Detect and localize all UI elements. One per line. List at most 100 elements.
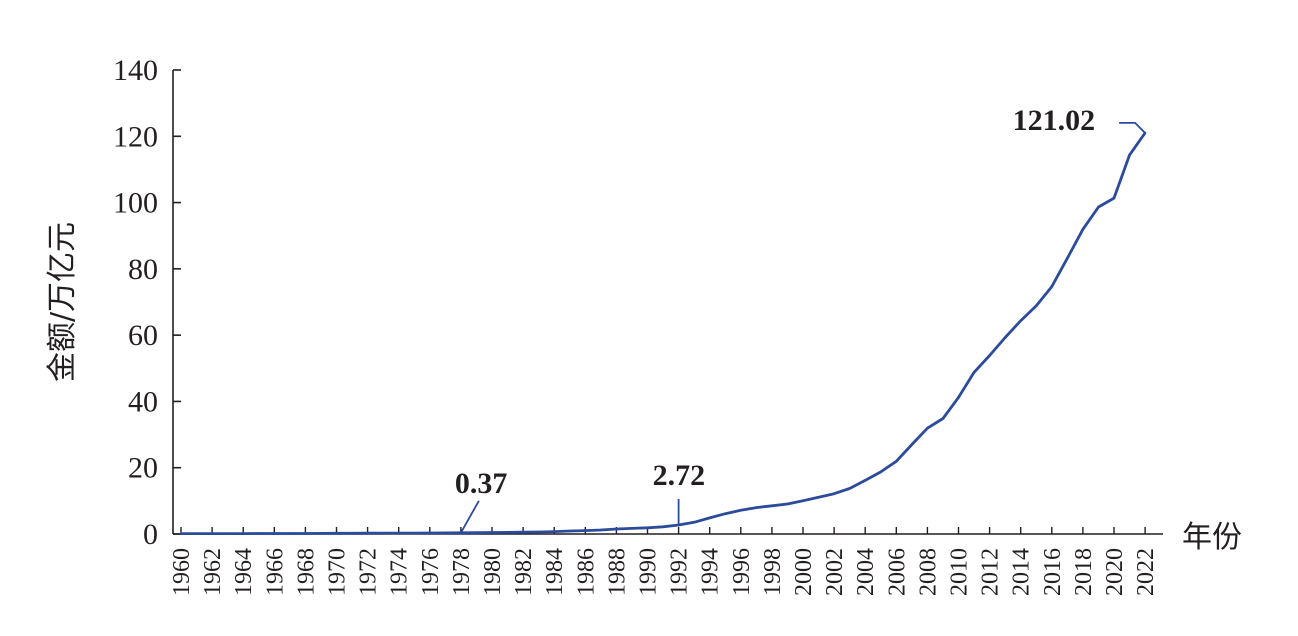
x-tick-label: 1974 (387, 548, 413, 596)
data-point (599, 528, 603, 532)
x-tick-label: 1972 (356, 548, 382, 596)
data-point (832, 492, 836, 495)
x-tick-label: 1996 (729, 548, 755, 596)
x-tick-label: 2018 (1071, 548, 1097, 596)
y-tick-label: 80 (128, 253, 158, 286)
data-point (226, 532, 229, 535)
series-layer (179, 131, 1147, 535)
data-point (1066, 257, 1069, 260)
y-tick-label: 120 (113, 120, 158, 153)
data-point (864, 479, 867, 482)
data-point (786, 502, 789, 506)
x-tick-label: 2006 (884, 548, 910, 596)
data-point (926, 427, 929, 430)
annotation-label: 2.72 (653, 459, 706, 492)
data-point (537, 530, 540, 534)
y-tick-label: 20 (128, 452, 158, 485)
data-point (195, 532, 198, 535)
x-tick-label: 1960 (169, 548, 195, 596)
data-point (444, 531, 447, 535)
data-point (646, 526, 649, 530)
y-tick-label: 140 (113, 54, 158, 87)
x-tick-label: 1964 (231, 548, 257, 596)
x-tick-label: 1986 (573, 548, 599, 596)
x-tick-label: 1976 (418, 548, 444, 596)
data-point (366, 532, 369, 535)
data-point (553, 530, 556, 533)
y-tick-label: 0 (143, 518, 158, 551)
x-tick-label: 2014 (1009, 548, 1035, 596)
data-point (319, 532, 323, 535)
data-point (1081, 228, 1085, 231)
y-axis: 0 20 40 60 80 100 120 140 (113, 54, 181, 551)
x-tick-label: 2016 (1040, 548, 1066, 596)
data-point (521, 531, 525, 534)
annotation-layer: 0.37 2.72 121.02 (455, 104, 1146, 534)
data-point (895, 460, 898, 463)
x-axis: 1960 1962 1964 1966 1968 1970 1972 1974 1976 1978… (169, 527, 1163, 596)
data-point (288, 532, 292, 535)
data-point (708, 516, 711, 520)
data-point (335, 532, 338, 535)
x-tick-label: 1992 (667, 548, 693, 596)
data-point (941, 417, 945, 420)
x-tick-label: 1990 (636, 548, 662, 596)
data-point (210, 532, 214, 535)
x-tick-label: 1980 (480, 548, 506, 596)
data-point (972, 371, 976, 374)
x-tick-label: 1998 (760, 548, 786, 596)
data-point (428, 531, 431, 535)
x-tick-label: 2000 (791, 548, 817, 596)
data-point (988, 354, 991, 357)
x-axis-title: 年份 (1182, 520, 1242, 555)
x-tick-label: 2004 (853, 548, 879, 596)
data-point (724, 512, 727, 515)
data-point (413, 531, 416, 535)
annotation-leader (460, 500, 480, 534)
data-point (817, 496, 820, 499)
data-point (755, 506, 758, 509)
data-point (350, 532, 354, 535)
x-tick-label: 2020 (1102, 548, 1128, 596)
x-tick-label: 2010 (947, 548, 973, 596)
data-point (1050, 285, 1054, 288)
data-point (630, 527, 634, 530)
annotation-label: 0.37 (455, 467, 508, 500)
annotation-label: 121.02 (1013, 104, 1096, 137)
data-point (1003, 336, 1007, 339)
data-point (584, 529, 587, 532)
data-point (910, 443, 914, 446)
data-point (1128, 153, 1131, 157)
data-point (273, 532, 276, 535)
y-tick-label: 100 (113, 187, 158, 220)
x-tick-label: 2002 (822, 548, 848, 596)
data-point (615, 527, 618, 531)
data-point (242, 532, 245, 535)
data-point (739, 509, 742, 512)
data-point (879, 470, 882, 474)
x-tick-label: 2022 (1133, 548, 1159, 596)
data-point (770, 504, 774, 507)
data-point (692, 521, 696, 524)
x-tick-label: 2012 (978, 548, 1004, 596)
data-point (1019, 319, 1022, 322)
x-tick-label: 1994 (698, 548, 724, 596)
y-tick-label: 60 (128, 319, 158, 352)
x-tick-label: 2008 (915, 548, 941, 596)
annotation-leader (1119, 122, 1146, 134)
data-point (475, 531, 478, 534)
data-point (1112, 196, 1116, 200)
x-tick-label: 1984 (542, 548, 568, 596)
data-point (381, 531, 385, 535)
y-tick-label: 40 (128, 385, 158, 418)
x-tick-label: 1966 (262, 548, 288, 596)
data-point (257, 532, 260, 535)
data-point (848, 487, 851, 490)
x-tick-label: 1962 (200, 548, 226, 596)
x-tick-label: 1970 (325, 548, 351, 596)
data-point (179, 532, 183, 535)
data-point (661, 525, 665, 528)
data-point (397, 531, 400, 535)
x-tick-label: 1968 (293, 548, 319, 596)
